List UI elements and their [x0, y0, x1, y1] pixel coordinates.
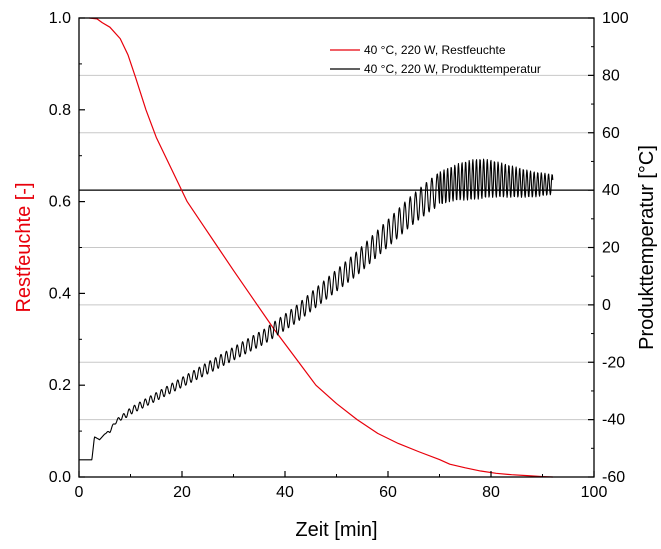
y-left-tick-label-2: 0.4	[49, 285, 71, 302]
right-y-axis-title: Produkttemperatur [°C]	[636, 145, 658, 350]
legend: 40 °C, 220 W, Restfeuchte 40 °C, 220 W, P…	[330, 43, 541, 76]
legend-label-0: 40 °C, 220 W, Restfeuchte	[364, 43, 506, 57]
grid-layer	[79, 74, 594, 421]
y-left-tick-label-4: 0.8	[49, 102, 71, 119]
x-tick-label-4: 80	[482, 484, 500, 501]
y-right-tick-label-2: -20	[602, 354, 625, 371]
left-y-axis-title: Restfeuchte [-]	[13, 182, 35, 312]
y-left-tick-label-0: 0.0	[49, 469, 71, 486]
y-right-tick-label-7: 80	[602, 67, 620, 84]
y-left-tick-label-3: 0.6	[49, 194, 71, 211]
x-tick-label-5: 100	[581, 484, 608, 501]
y-right-tick-label-4: 20	[602, 240, 620, 257]
y-left-tick-label-5: 1.0	[49, 10, 71, 27]
x-tick-label-0: 0	[75, 484, 84, 501]
y-right-tick-label-8: 100	[602, 10, 629, 27]
axes-layer: 0 20 40 60 80 100 0.0 0.2 0.4 0.6 0.8 1.0 -60 -40 -20 0…	[49, 10, 629, 501]
y-right-tick-label-6: 60	[602, 125, 620, 142]
y-right-tick-label-0: -60	[602, 469, 625, 486]
x-tick-label-1: 20	[173, 484, 191, 501]
y-right-tick-label-1: -40	[602, 412, 625, 429]
series-layer	[78, 17, 554, 478]
y-left-tick-label-1: 0.2	[49, 377, 71, 394]
series-line-0	[89, 17, 553, 478]
axis-titles: Zeit [min] Restfeuchte [-] Produkttemper…	[13, 145, 658, 541]
x-axis-title: Zeit [min]	[295, 519, 377, 541]
series-line-1	[78, 158, 554, 461]
x-tick-label-2: 40	[276, 484, 294, 501]
y-right-tick-label-3: 0	[602, 297, 611, 314]
legend-label-1: 40 °C, 220 W, Produkttemperatur	[364, 62, 541, 76]
y-right-tick-label-5: 40	[602, 182, 620, 199]
x-tick-label-3: 60	[379, 484, 397, 501]
